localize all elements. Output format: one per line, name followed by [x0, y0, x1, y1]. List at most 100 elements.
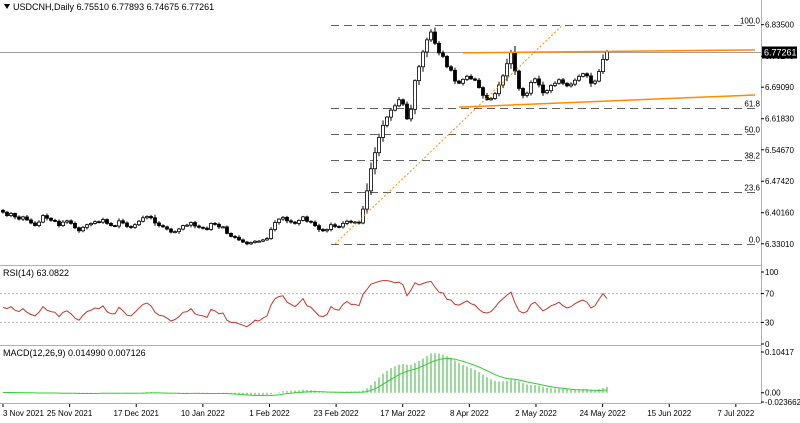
candle-body	[177, 228, 181, 233]
channel-lines[interactable]	[458, 49, 756, 108]
candle	[309, 220, 313, 224]
candle	[293, 221, 297, 225]
candle	[21, 215, 25, 221]
candle-body	[553, 82, 557, 86]
candle	[525, 91, 529, 98]
rsi-levels	[0, 293, 761, 323]
candle-body	[125, 222, 129, 227]
candle-body	[449, 66, 453, 71]
candle-body	[393, 105, 397, 111]
candle-body	[233, 236, 237, 238]
candle	[73, 221, 77, 230]
candle	[153, 214, 157, 226]
candle	[149, 214, 153, 220]
candle-body	[73, 223, 77, 229]
candle	[581, 72, 585, 78]
macd-title: MACD(12,26,9) 0.014990 0.007126	[3, 348, 146, 358]
channel-line[interactable]	[458, 94, 756, 108]
candle	[53, 218, 57, 223]
candle	[501, 74, 505, 89]
candle	[61, 220, 65, 227]
candle	[65, 219, 69, 224]
candle-body	[397, 99, 401, 107]
candle	[173, 230, 177, 234]
candle-body	[413, 80, 417, 110]
price-tick-label: 6.83500	[765, 21, 794, 30]
candle-body	[377, 137, 381, 154]
channel-line[interactable]	[462, 49, 756, 54]
candle	[25, 215, 29, 221]
candle-body	[17, 216, 21, 220]
candle-body	[117, 220, 121, 227]
candle	[341, 221, 345, 229]
candle-body	[597, 71, 601, 82]
candle-body	[485, 95, 489, 101]
time-tick-label: 1 Feb 2022	[249, 409, 290, 418]
candle-body	[249, 242, 253, 245]
candle	[285, 215, 289, 224]
candle	[193, 220, 197, 229]
fib-level-label: 23.6	[744, 184, 760, 193]
candle	[277, 218, 281, 225]
candle-body	[321, 229, 325, 232]
candle	[45, 213, 49, 221]
candle	[449, 65, 453, 72]
candle-body	[173, 231, 177, 234]
candle	[9, 212, 13, 218]
macd-axis: 0.10417 0.00-0.023662	[761, 348, 800, 407]
candle	[385, 116, 389, 128]
candle	[77, 226, 81, 233]
candle-body	[33, 222, 37, 226]
time-tick-label: 15 Jun 2022	[647, 409, 692, 418]
candle-body	[441, 52, 445, 57]
candle	[425, 37, 429, 58]
candle-body	[385, 116, 389, 126]
candle	[185, 223, 189, 227]
time-tick-label: 8 Apr 2022	[450, 409, 489, 418]
candle	[389, 107, 393, 121]
candle	[245, 240, 249, 246]
candle-body	[549, 85, 553, 92]
candle	[237, 235, 241, 241]
candle	[401, 98, 405, 106]
candle	[57, 219, 61, 228]
candle-body	[85, 224, 89, 228]
candle	[517, 69, 521, 91]
macd-histogram	[2, 353, 608, 396]
candle-body	[41, 215, 45, 223]
triangle-down-icon[interactable]	[4, 4, 10, 9]
candle-body	[109, 223, 113, 226]
candle-body	[537, 78, 541, 86]
candle-body	[277, 218, 281, 223]
macd-tick-label: -0.023662	[765, 398, 800, 407]
candle	[465, 74, 469, 82]
candle-body	[405, 103, 409, 120]
rsi-panel[interactable]: RSI(14) 63.0822	[0, 268, 761, 328]
candle	[269, 227, 273, 240]
fibonacci-levels: 100.0 61.8 50.0 38.2 23.6 0.0	[331, 17, 761, 245]
candle	[373, 147, 377, 175]
candle-body	[433, 31, 437, 44]
candle	[321, 228, 325, 233]
fib-level-label: 0.0	[749, 236, 761, 245]
fib-anchor-line[interactable]	[334, 24, 564, 245]
candle-body	[605, 51, 609, 60]
candle	[305, 215, 309, 223]
candle	[333, 222, 337, 229]
candle-body	[253, 240, 257, 243]
candle	[137, 219, 141, 226]
macd-panel[interactable]: MACD(12,26,9) 0.014990 0.007126	[2, 348, 608, 397]
candle	[101, 217, 105, 224]
candle	[197, 224, 201, 229]
candle-body	[165, 226, 169, 230]
candle	[505, 58, 509, 82]
price-panel[interactable]: 100.0 61.8 50.0 38.2 23.6 0.0	[0, 17, 762, 246]
candle	[561, 77, 565, 86]
candle-body	[309, 220, 313, 223]
candle-body	[509, 52, 513, 65]
candle-body	[297, 219, 301, 224]
candle-body	[9, 213, 13, 217]
candle	[489, 97, 493, 101]
price-tick-label: 6.54670	[765, 146, 794, 155]
